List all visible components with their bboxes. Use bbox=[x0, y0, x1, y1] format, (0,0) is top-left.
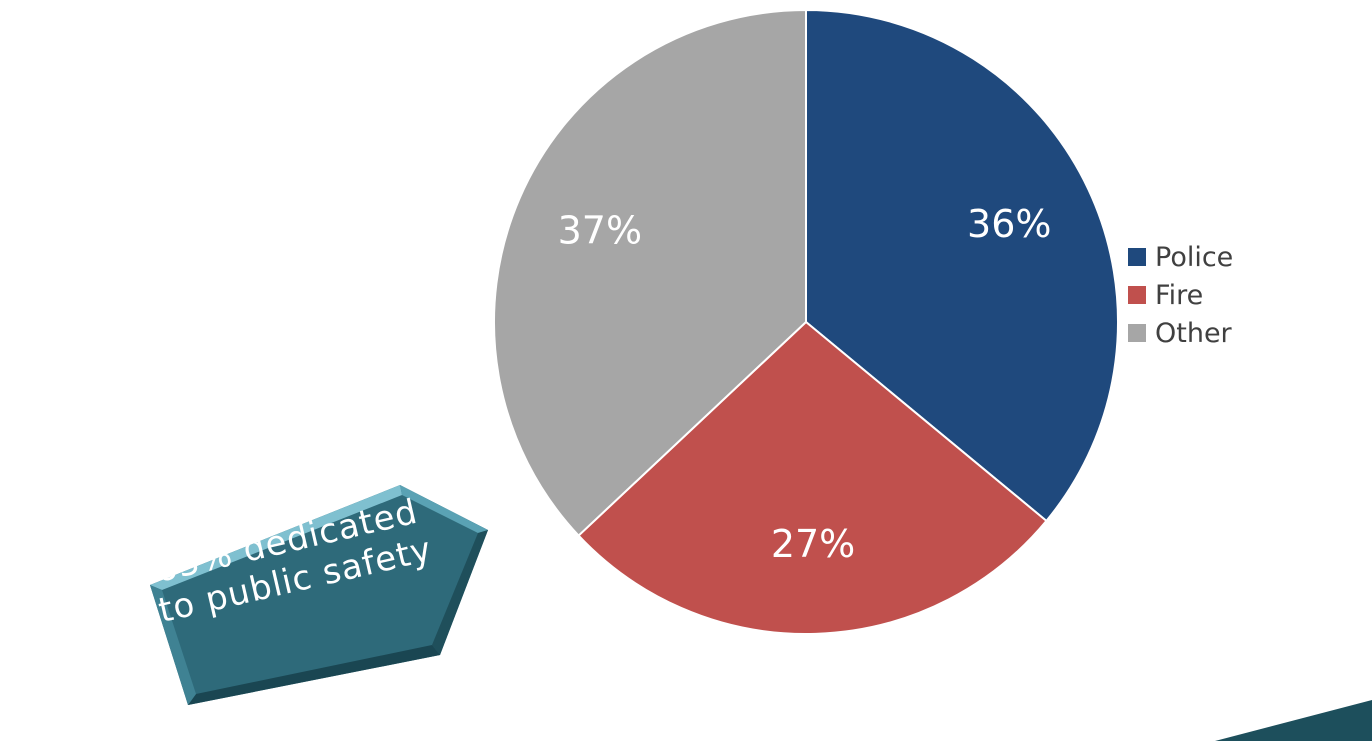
legend-item-police: Police bbox=[1128, 238, 1233, 276]
legend-item-fire: Fire bbox=[1128, 276, 1233, 314]
legend-swatch-police bbox=[1128, 248, 1146, 266]
legend-label-police: Police bbox=[1155, 244, 1233, 271]
legend-label-other: Other bbox=[1155, 320, 1232, 347]
legend-swatch-other bbox=[1128, 324, 1146, 342]
legend-label-fire: Fire bbox=[1155, 282, 1203, 309]
chart-legend: Police Fire Other bbox=[1128, 238, 1233, 352]
legend-swatch-fire bbox=[1128, 286, 1146, 304]
legend-item-other: Other bbox=[1128, 314, 1233, 352]
